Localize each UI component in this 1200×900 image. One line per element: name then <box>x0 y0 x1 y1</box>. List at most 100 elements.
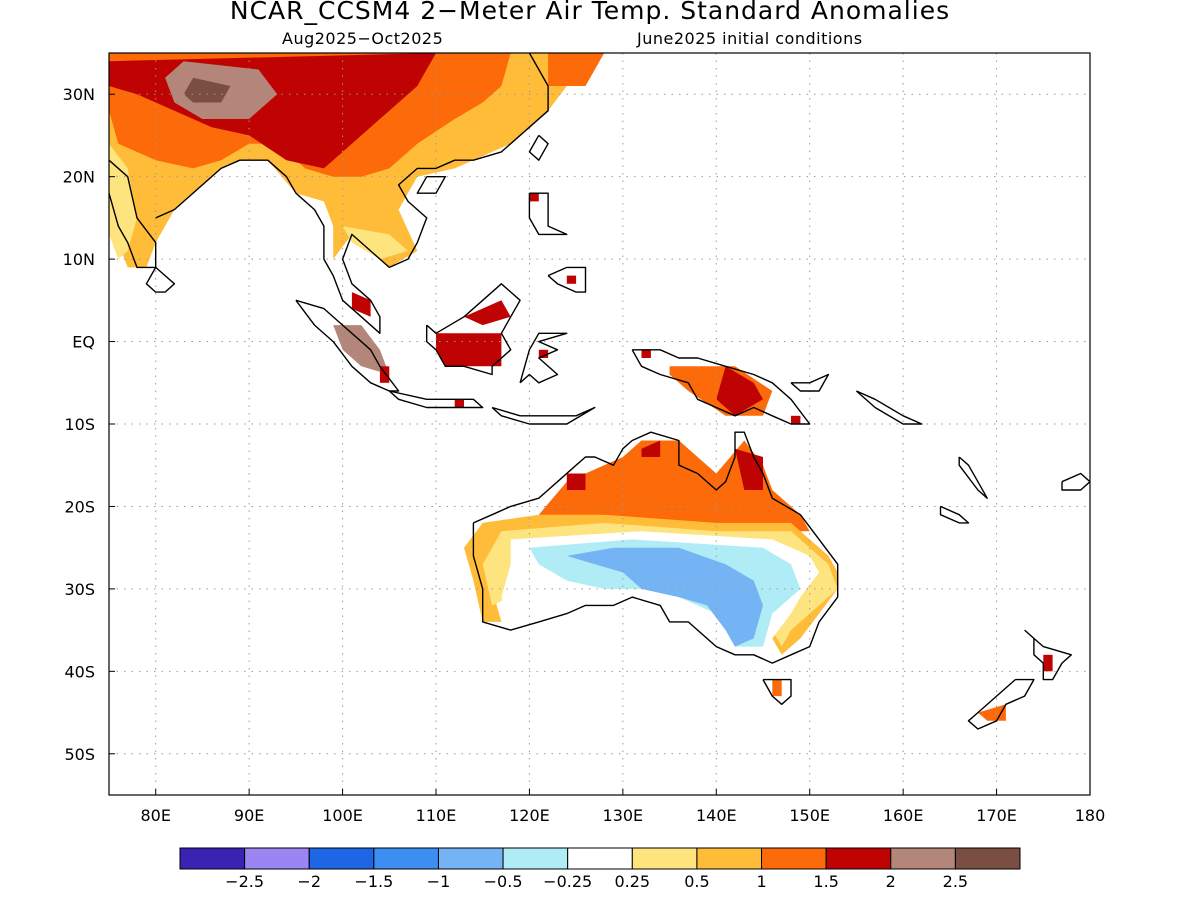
coastline-nz-south <box>967 678 1035 730</box>
region-australia <box>464 440 838 697</box>
colorbar-label: −0.5 <box>484 872 523 891</box>
map-title: NCAR_CCSM4 2−Meter Air Temp. Standard An… <box>229 0 951 25</box>
coastline-new-britain <box>790 373 830 392</box>
colorbar-label: 1.5 <box>813 872 838 891</box>
lat-tick-label: 20N <box>63 168 95 187</box>
coastlines <box>109 53 1090 730</box>
coastline-australia <box>472 431 839 664</box>
colorbar-label: −2 <box>297 872 321 891</box>
lon-tick-label: 160E <box>883 806 924 825</box>
initial-conditions: June2025 initial conditions <box>637 29 863 48</box>
coastline-new-guinea <box>631 349 811 425</box>
axis-ticks: 80E 90E 100E 110E 120E 130E 140E 150E 160E 170E 18… <box>63 85 1106 825</box>
colorbar-swatch <box>308 847 375 870</box>
anomaly-patch <box>791 415 801 424</box>
anomaly-patch <box>529 193 539 202</box>
coastline-luzon <box>528 192 568 236</box>
anomaly-patch <box>183 77 231 103</box>
lat-tick-label: 50S <box>64 745 95 764</box>
coastline-fiji <box>1061 472 1090 491</box>
lat-tick-label: 30N <box>63 85 95 104</box>
lon-tick-label: 130E <box>603 806 644 825</box>
anomaly-patch <box>1043 654 1053 672</box>
anomaly-patch <box>454 399 464 408</box>
anomaly-patch <box>641 440 661 457</box>
region-new-guinea <box>669 366 801 424</box>
anomaly-field <box>109 53 1053 721</box>
lat-tick-label: 10S <box>64 415 95 434</box>
lat-tick-label: 10N <box>63 250 95 269</box>
lat-tick-label: 30S <box>64 580 95 599</box>
colorbar-label: 0.5 <box>684 872 709 891</box>
anomaly-patch <box>342 226 408 260</box>
colorbar-label: 2 <box>886 872 896 891</box>
coastline-timor-chain <box>491 406 596 425</box>
anomaly-patch <box>566 275 577 284</box>
coastline-hainan <box>416 175 446 194</box>
colorbar-swatch <box>437 847 504 870</box>
colorbar-swatch <box>567 847 633 870</box>
lon-tick-label: 140E <box>696 806 737 825</box>
region-maritime-continent <box>333 193 651 408</box>
anomaly-patch <box>548 53 605 86</box>
colorbar-label: 1 <box>756 872 766 891</box>
colorbar-swatch <box>825 847 892 870</box>
coastline-mindanao <box>547 266 587 293</box>
lon-tick-label: 80E <box>140 806 170 825</box>
region-asia-mainland <box>109 53 605 268</box>
lon-tick-label: 150E <box>789 806 830 825</box>
coastline-sulawesi <box>519 332 568 384</box>
lon-tick-label: 90E <box>234 806 264 825</box>
anomaly-patch <box>641 349 651 358</box>
coastline-java <box>388 390 484 409</box>
colorbar-label: 2.5 <box>943 872 968 891</box>
colorbar-swatch <box>890 847 956 870</box>
lat-tick-label: 20S <box>64 497 95 516</box>
lon-tick-label: 100E <box>322 806 363 825</box>
anomaly-patch <box>109 143 137 260</box>
coastline-borneo <box>426 283 521 376</box>
coastline-taiwan <box>528 134 549 161</box>
lon-tick-label: 170E <box>976 806 1017 825</box>
colorbar-swatch <box>502 847 569 870</box>
anomaly-patch <box>566 473 586 490</box>
anomaly-patch <box>464 300 511 326</box>
anomaly-patch <box>735 448 763 490</box>
anomaly-patch <box>436 333 502 367</box>
coastline-asia-coast-east <box>155 53 549 334</box>
anomaly-patch <box>351 292 371 317</box>
colorbar-swatch <box>761 847 827 870</box>
graticule <box>109 53 1090 795</box>
anomaly-patch <box>566 547 763 647</box>
lon-tick-label: 110E <box>416 806 457 825</box>
anomaly-patch <box>333 325 390 375</box>
anomaly-patch <box>538 349 549 358</box>
anomaly-patch <box>716 366 763 416</box>
lat-tick-label: 40S <box>64 662 95 681</box>
coastline-sri-lanka <box>145 266 176 293</box>
colorbar-swatch <box>373 847 439 870</box>
coastline-vanuatu <box>958 456 988 499</box>
colorbar-label: 0.25 <box>614 872 650 891</box>
forecast-period: Aug2025−Oct2025 <box>282 29 444 48</box>
coastline-nz-north <box>1024 629 1073 681</box>
lon-tick-label: 180 <box>1075 806 1106 825</box>
colorbar-label: −1 <box>427 872 451 891</box>
colorbar-label: −0.25 <box>543 872 592 891</box>
colorbar-swatch <box>631 847 698 870</box>
coastline-solomons <box>855 390 923 425</box>
lat-tick-label: EQ <box>72 333 95 352</box>
coastline-tasmania <box>762 678 792 705</box>
colorbar-swatch <box>244 847 310 870</box>
colorbar-swatch <box>696 847 763 870</box>
colorbar-swatch <box>954 847 1021 870</box>
colorbar-label: −1.5 <box>354 872 393 891</box>
anomaly-patch <box>772 679 782 697</box>
anomaly-patch <box>482 522 838 647</box>
colorbar: −2.5 −2 −1.5 −1 −0.5 −0.25 0.25 0.5 1 1.5 2 2.5 <box>179 847 1021 891</box>
coastline-new-caledonia <box>939 505 970 524</box>
coastline-sumatra <box>295 299 400 392</box>
region-new-zealand <box>977 654 1053 721</box>
anomaly-patch <box>464 514 838 655</box>
